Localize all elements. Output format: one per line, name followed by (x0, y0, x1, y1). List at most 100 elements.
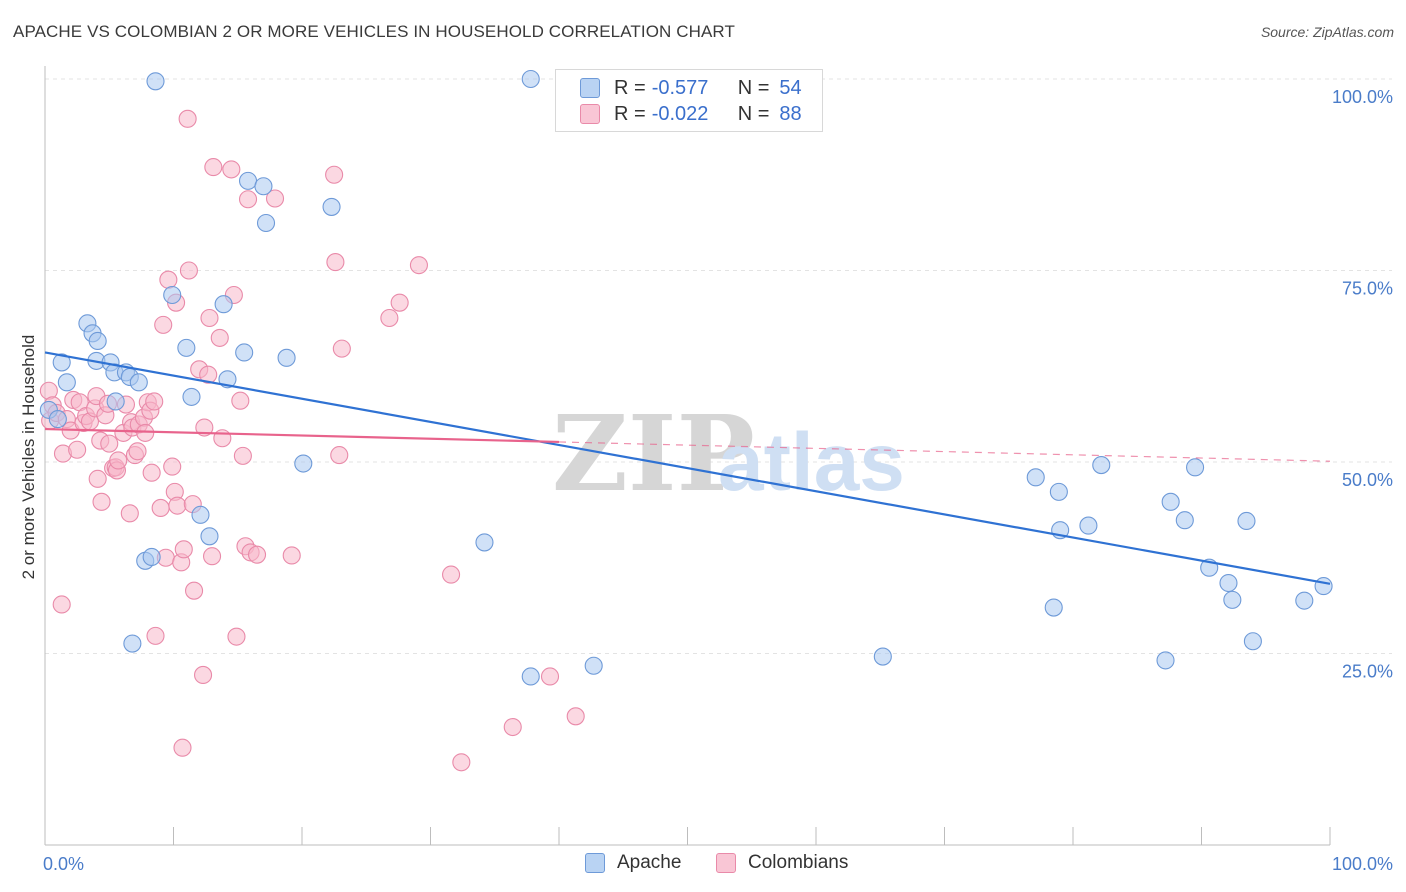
apache-point (1079, 516, 1098, 535)
apache-point (182, 387, 201, 406)
colombians-point (390, 293, 409, 312)
series-legend: Apache Colombians (0, 852, 1406, 876)
colombians-point (173, 738, 192, 757)
apache-point (254, 177, 273, 196)
watermark-zip: ZIP (552, 392, 755, 515)
colombians-r-label: R = (614, 102, 646, 125)
colombians-point (128, 442, 147, 461)
colombians-trend-extension (558, 441, 1331, 462)
colombians-point (203, 547, 222, 566)
apache-point (88, 331, 107, 351)
trend-lines (44, 351, 1331, 585)
apache-point (873, 647, 892, 666)
apache-point (1219, 573, 1238, 593)
colombians-point (179, 261, 198, 280)
apache-point (584, 656, 603, 675)
apache-point (146, 72, 165, 91)
colombians-point (233, 446, 252, 465)
apache-point (123, 634, 142, 653)
apache-point (48, 410, 67, 429)
apache-point (1186, 458, 1205, 477)
apache-point (256, 213, 276, 233)
apache-point (521, 667, 540, 686)
legend-item-apache: Apache (585, 852, 681, 874)
watermark-atlas: atlas (718, 417, 905, 508)
legend-item-colombians: Colombians (716, 852, 848, 874)
colombians-point (109, 451, 128, 470)
colombians-point (146, 626, 165, 645)
legend-row-colombians: R = -0.022 N = 88 (580, 102, 802, 126)
apache-r-label: R = (614, 76, 646, 99)
colombians-point (409, 256, 428, 275)
colombians-point (325, 165, 344, 184)
colombians-point (100, 434, 119, 453)
legend-row-apache: R = -0.577 N = 54 (580, 76, 802, 100)
colombians-point (238, 190, 258, 209)
colombians-point (442, 565, 461, 584)
apache-point (322, 197, 341, 216)
apache-point (57, 373, 76, 392)
colombians-point (326, 253, 345, 272)
apache-point (1295, 591, 1314, 610)
x-tick-label-min: 0.0% (43, 854, 84, 874)
chart-title: APACHE VS COLOMBIAN 2 OR MORE VEHICLES I… (13, 22, 735, 41)
colombians-trend-line (44, 427, 560, 444)
colombians-point (178, 109, 197, 128)
apache-point (52, 353, 71, 372)
apache-point (1223, 590, 1242, 609)
colombians-point (52, 595, 71, 614)
colombians-point (195, 418, 214, 437)
colombians-point (151, 498, 170, 518)
colombians-swatch (580, 104, 600, 124)
colombians-point (68, 440, 87, 459)
colombians-point (168, 496, 187, 515)
apache-point (1026, 468, 1045, 487)
colombians-point (92, 492, 111, 511)
colombians-point (174, 540, 193, 559)
colombians-point (282, 546, 301, 565)
apache-point (1243, 632, 1262, 651)
apache-point (1049, 482, 1068, 501)
colombians-point (222, 160, 241, 179)
colombians-point (142, 463, 161, 482)
apache-point (294, 454, 313, 473)
colombians-point (503, 717, 522, 737)
apache-legend-label: Apache (617, 852, 682, 873)
apache-point (238, 171, 258, 190)
colombians-point (199, 365, 218, 384)
apache-n-label: N = (737, 76, 770, 99)
apache-point (163, 285, 182, 305)
apache-point (1175, 511, 1194, 530)
y-tick-label: 50.0% (1342, 470, 1393, 490)
colombians-legend-swatch (716, 853, 736, 873)
apache-point (106, 392, 125, 411)
apache-point (214, 295, 233, 314)
y-tick-label: 25.0% (1342, 662, 1393, 682)
apache-point (191, 505, 210, 524)
x-tick-label-max: 100.0% (1332, 854, 1393, 874)
tick-labels: 100.0% 75.0% 50.0% 25.0% 0.0% 100.0% (43, 87, 1393, 874)
colombians-point (136, 423, 155, 442)
colombians-point (231, 391, 250, 410)
colombians-points (39, 109, 585, 772)
colombians-r-value: -0.022 (651, 102, 709, 125)
colombians-point (540, 667, 560, 686)
colombians-point (227, 627, 246, 646)
apache-points (39, 69, 1333, 686)
apache-trend-line (44, 351, 1331, 585)
colombians-point (194, 665, 213, 684)
colombians-point (159, 270, 178, 289)
colombians-legend-label: Colombians (748, 852, 849, 873)
apache-n-value: 54 (779, 76, 802, 99)
apache-swatch (580, 78, 600, 98)
apache-r-value: -0.577 (651, 76, 709, 99)
apache-point (1156, 651, 1175, 670)
apache-point (1092, 456, 1111, 475)
colombians-point (120, 504, 139, 523)
apache-point (521, 69, 540, 89)
colombians-point (265, 189, 285, 208)
colombians-point (566, 707, 585, 726)
apache-point (1161, 492, 1180, 511)
colombians-point (145, 392, 164, 411)
